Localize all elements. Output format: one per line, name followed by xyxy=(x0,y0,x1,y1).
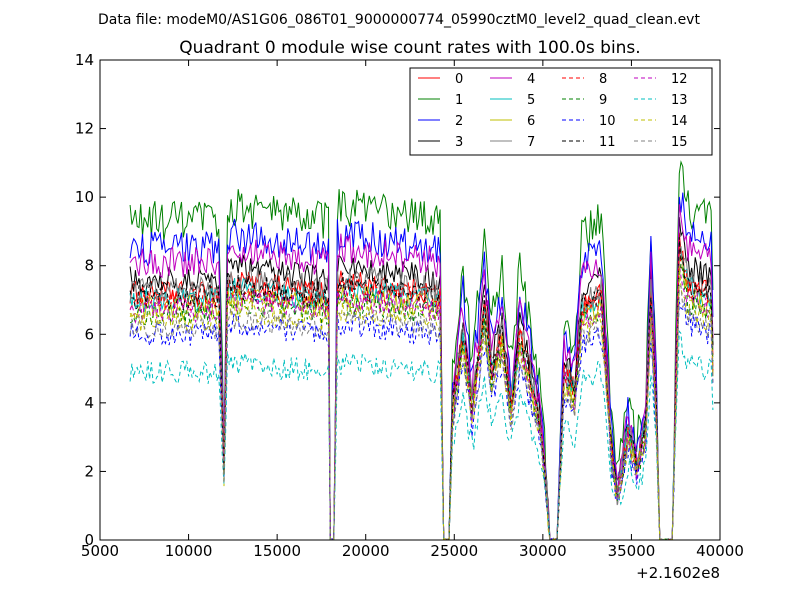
legend-label-2: 2 xyxy=(455,114,463,129)
legend-label-0: 0 xyxy=(455,72,463,87)
x-tick-label: 10000 xyxy=(165,542,213,560)
legend-label-12: 12 xyxy=(671,72,688,87)
x-tick-label: 40000 xyxy=(696,542,744,560)
y-tick-label: 6 xyxy=(84,325,94,343)
y-tick-label: 14 xyxy=(75,51,94,69)
series-line-4 xyxy=(129,204,714,540)
legend-label-9: 9 xyxy=(599,93,607,108)
y-tick-label: 10 xyxy=(75,188,94,206)
x-tick-label: 35000 xyxy=(608,542,656,560)
legend-box xyxy=(409,67,713,156)
y-tick-label: 4 xyxy=(84,394,94,412)
y-tick-label: 0 xyxy=(84,531,94,549)
legend-label-4: 4 xyxy=(527,72,535,87)
x-axis: 5000 10000 15000 20000 25000 30000 35000 40000 xyxy=(81,60,744,560)
legend-label-5: 5 xyxy=(527,93,535,108)
x-tick-label: 30000 xyxy=(519,542,567,560)
x-offset-label: +2.1602e8 xyxy=(636,564,720,582)
y-tick-label: 8 xyxy=(84,257,94,275)
legend-label-7: 7 xyxy=(527,135,535,150)
series-line-15 xyxy=(129,284,714,540)
y-tick-label: 2 xyxy=(84,462,94,480)
x-tick-label: 5000 xyxy=(81,542,119,560)
legend-label-3: 3 xyxy=(455,135,463,150)
x-tick-label: 25000 xyxy=(430,542,478,560)
y-tick-label: 12 xyxy=(75,120,94,138)
series-line-10 xyxy=(129,301,714,540)
legend-label-6: 6 xyxy=(527,114,535,129)
legend-label-8: 8 xyxy=(599,72,607,87)
plot-frame xyxy=(99,59,721,541)
series-line-14 xyxy=(129,265,714,540)
legend-label-1: 1 xyxy=(455,93,463,108)
legend-label-10: 10 xyxy=(599,114,616,129)
figure-suptitle: Data file: modeM0/AS1G06_086T01_90000007… xyxy=(98,12,700,28)
chart-title: Quadrant 0 module wise count rates with … xyxy=(179,38,640,58)
x-tick-label: 15000 xyxy=(253,542,301,560)
legend-label-14: 14 xyxy=(671,114,688,129)
legend-label-13: 13 xyxy=(671,93,688,108)
legend-label-15: 15 xyxy=(671,135,688,150)
series-layer xyxy=(129,160,714,540)
x-tick-label: 20000 xyxy=(342,542,390,560)
legend-label-11: 11 xyxy=(599,135,616,150)
series-line-11 xyxy=(129,237,714,540)
